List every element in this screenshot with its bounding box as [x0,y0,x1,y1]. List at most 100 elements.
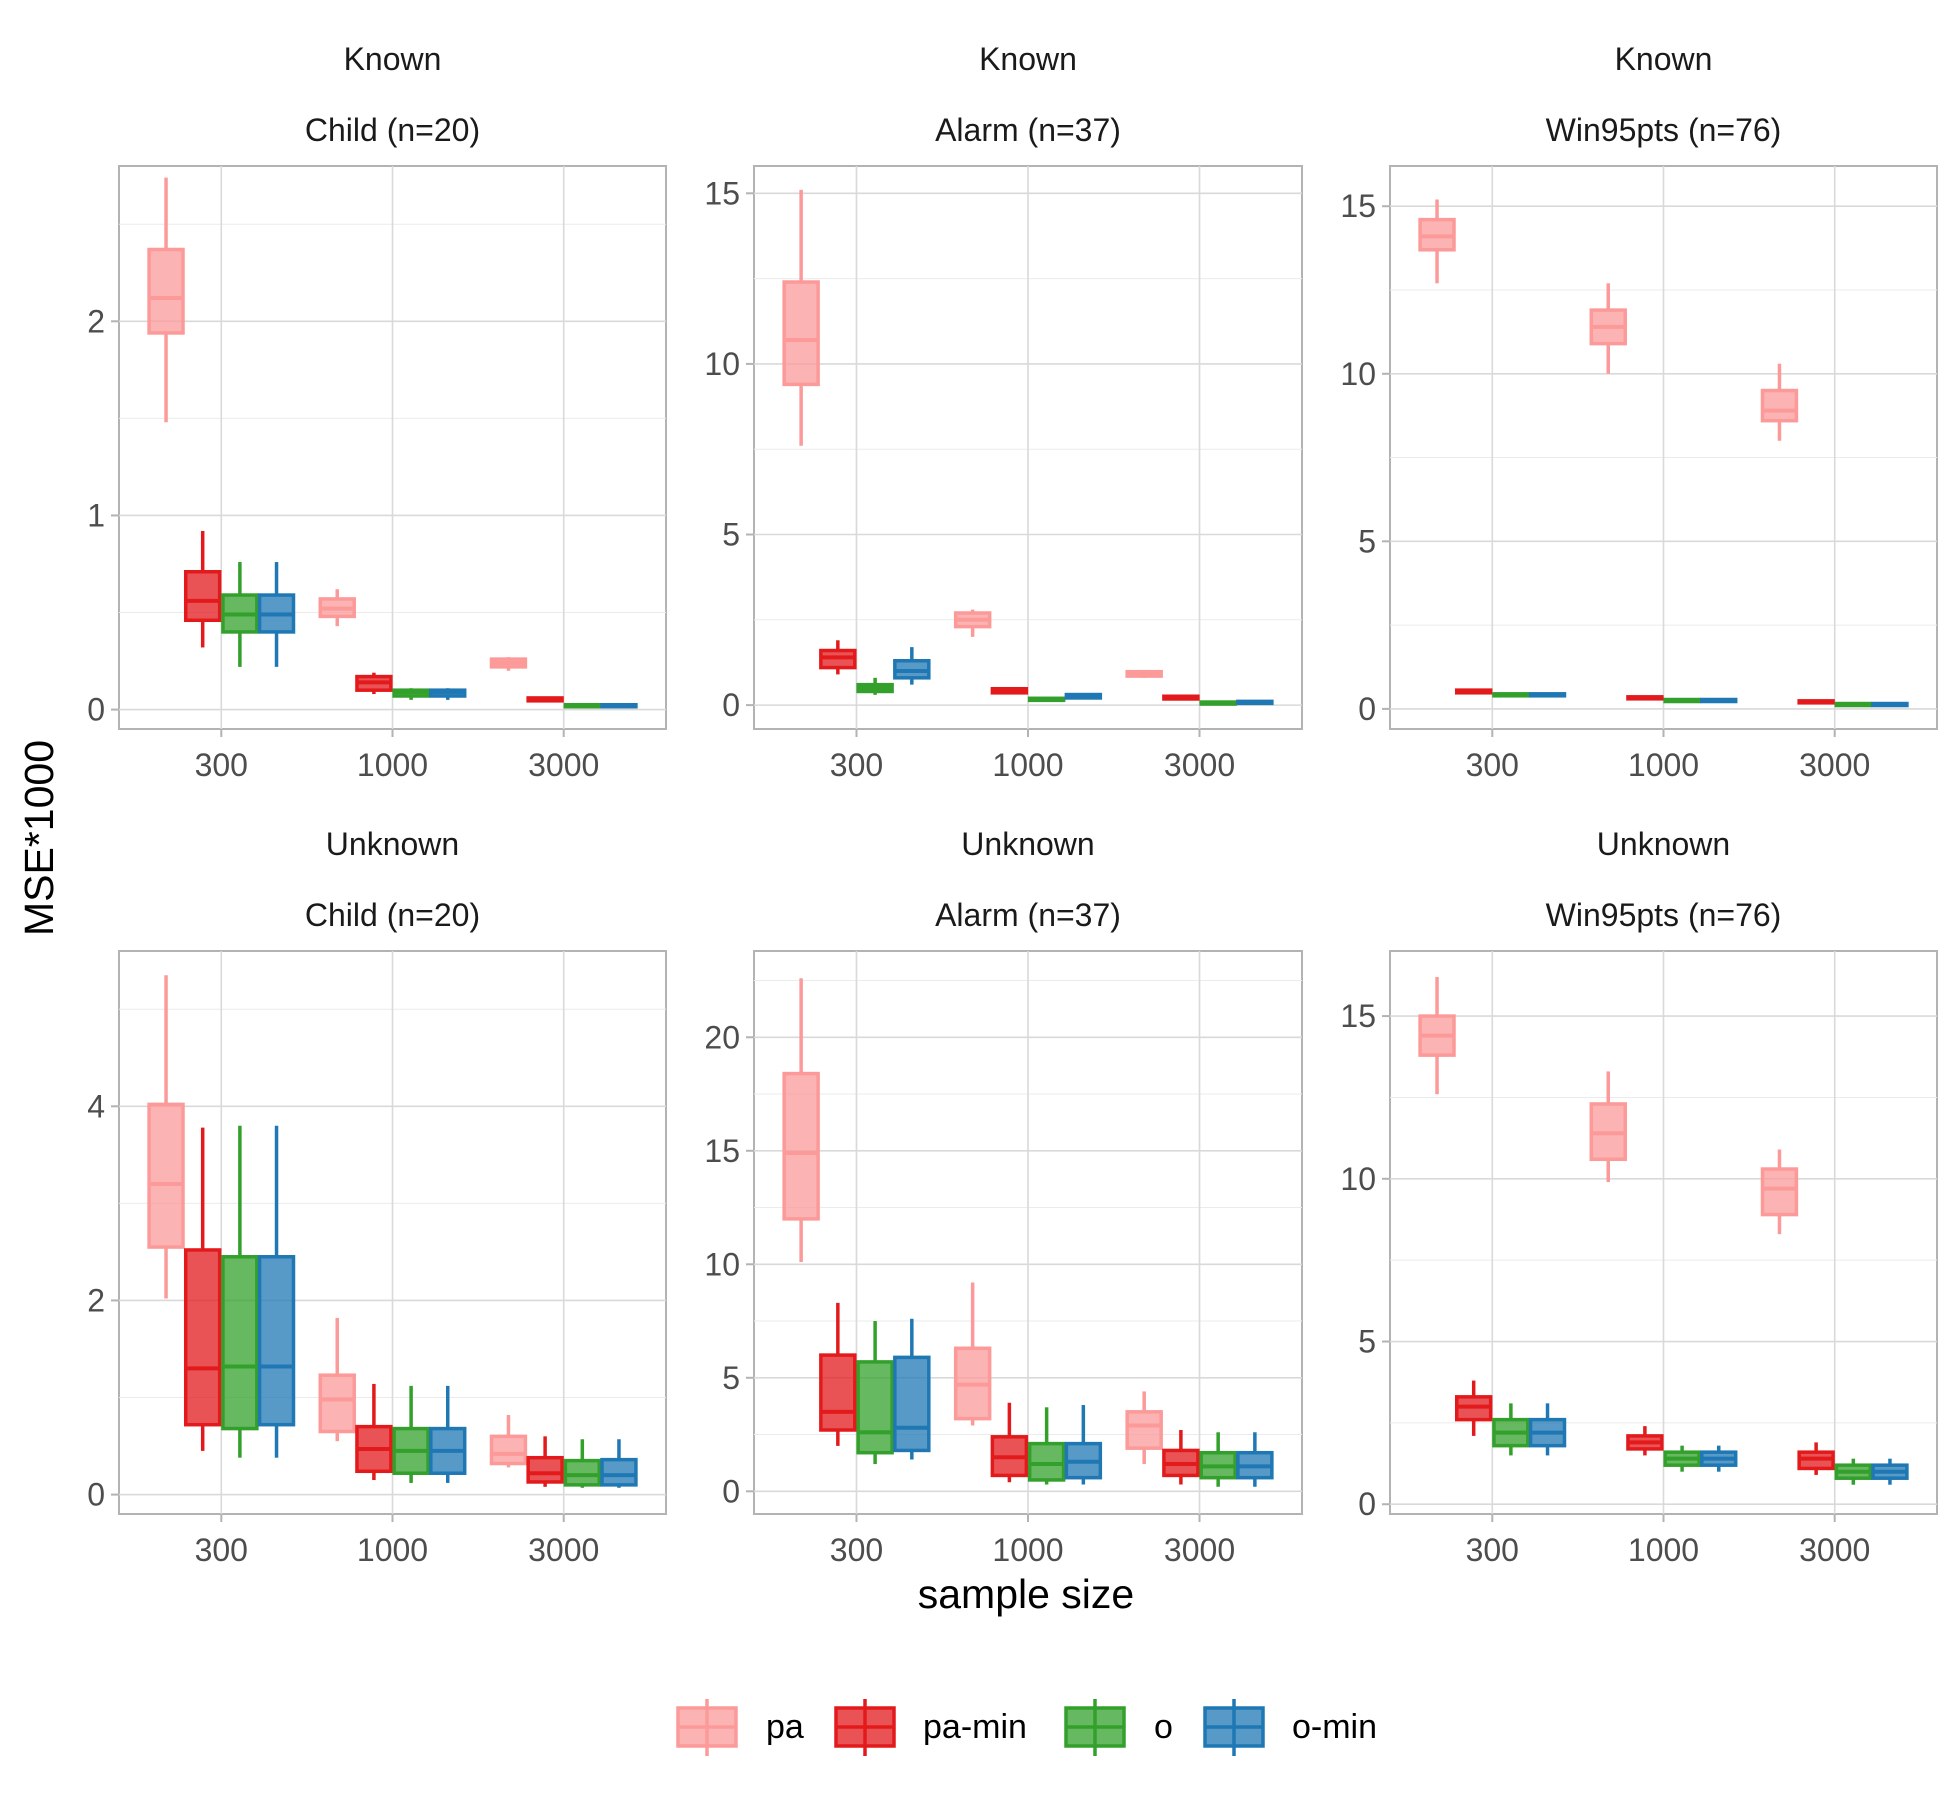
box-o-min-1000 [1700,1445,1738,1472]
y-tick-label: 10 [1340,356,1376,392]
box-o-1000 [1663,1445,1701,1472]
box-o-min-300 [1528,1403,1567,1456]
box-o-1000 [392,1385,430,1483]
box-pa-min-300 [183,1127,222,1451]
panel-3: Known Win95pts (n=76) 0 5 10 15 300 1000 3000 [1340,41,1938,783]
x-tick-label: 300 [195,1532,248,1568]
box-pa-3000 [489,1414,528,1468]
panel-1: Known Child (n=20) 0 1 2 300 1000 3000 [87,41,667,783]
box-body [526,1455,564,1484]
legend-item-pa: pa [676,1699,804,1756]
box-o-3000 [563,1439,602,1488]
box-pa-min-3000 [526,696,564,703]
x-tick-label: 1000 [992,1532,1063,1568]
y-tick-label: 0 [722,687,740,723]
box-pa-300 [147,177,185,423]
y-tick-label: 2 [87,303,105,339]
x-tick-label: 1000 [992,747,1063,783]
x-tick-label: 300 [1466,1532,1519,1568]
box-body [782,280,820,387]
box-pa-min-300 [183,530,222,648]
panel-2: Known Alarm (n=37) 0 5 10 15 300 1000 3000 [704,41,1303,783]
box-pa-1000 [318,1317,356,1442]
box-body [147,1102,185,1249]
panel-row-label: Unknown [326,826,459,862]
box-body [782,1071,820,1221]
box-o-300 [1492,1403,1530,1456]
box-pa-min-1000 [355,672,393,695]
box-pa-300 [782,189,820,446]
legend-label: o [1154,1708,1173,1746]
y-tick-label: 5 [1358,523,1376,559]
panel-4: Unknown Child (n=20) 0 2 4 300 1000 3000 [87,826,667,1568]
box-pa-300 [1418,977,1456,1095]
box-o-1000 [392,688,430,700]
box-pa-min-1000 [1626,695,1664,701]
box-pa-min-1000 [990,686,1029,695]
box-pa-min-1000 [1626,1426,1664,1456]
box-o-min-1000 [1064,1405,1103,1485]
panel-title: Child (n=20) [305,112,480,148]
box-o-300 [221,562,259,667]
x-tick-label: 1000 [357,1532,428,1568]
box-o-min-3000 [1236,1432,1274,1487]
box-pa-min-300 [1454,688,1493,695]
box-o-1000 [1027,1407,1066,1485]
box-body [1125,1410,1163,1450]
y-tick-label: 2 [87,1282,105,1318]
box-o-3000 [1199,1432,1237,1487]
x-axis-title: sample size [918,1571,1134,1617]
legend-item-o: o [1064,1699,1173,1756]
box-o-1000 [1027,696,1066,703]
y-tick-label: 15 [704,1133,740,1169]
box-pa-3000 [489,657,528,671]
box-o-min-300 [257,1125,296,1458]
y-tick-label: 15 [1340,998,1376,1034]
x-tick-label: 3000 [1799,747,1870,783]
panel-title: Child (n=20) [305,897,480,933]
y-tick-label: 0 [87,692,105,728]
box-body [257,1255,296,1427]
panel-title: Alarm (n=37) [935,897,1121,933]
box-pa-1000 [318,589,356,627]
legend-item-o-min: o-min [1203,1699,1377,1756]
box-o-min-1000 [1700,697,1738,704]
box-o-min-3000 [1871,1458,1909,1485]
box-o-min-300 [257,562,296,667]
box-o-min-300 [893,1318,931,1460]
panel-6: Unknown Win95pts (n=76) 0 5 10 15 300 1000 3000 [1340,826,1938,1568]
y-tick-label: 5 [1358,1324,1376,1360]
box-body [1760,1167,1799,1217]
x-tick-label: 3000 [1164,747,1235,783]
y-tick-label: 1 [87,497,105,533]
box-body [221,1255,259,1431]
panel-5: Unknown Alarm (n=37) 0 5 10 15 20 300 1000 3000 [704,826,1303,1568]
box-pa-3000 [1125,1391,1163,1465]
box-body [563,1458,602,1487]
y-tick-label: 5 [722,517,740,553]
box-o-300 [856,677,894,695]
y-tick-label: 0 [1358,691,1376,727]
y-axis-title: MSE*1000 [16,740,62,936]
y-tick-label: 10 [704,1246,740,1282]
box-o-1000 [1663,697,1701,704]
y-tick-label: 15 [1340,188,1376,224]
x-tick-label: 1000 [1628,1532,1699,1568]
box-o-min-3000 [1871,701,1909,708]
y-tick-label: 0 [1358,1486,1376,1522]
box-o-min-3000 [600,702,638,709]
box-o-300 [1492,692,1530,698]
panel-title: Win95pts (n=76) [1546,897,1782,933]
box-pa-1000 [953,1282,992,1426]
panel-row-label: Known [979,41,1077,77]
legend-label: pa [766,1708,804,1746]
x-tick-label: 3000 [1799,1532,1870,1568]
box-pa-min-3000 [1162,694,1200,701]
box-o-min-3000 [600,1439,638,1488]
legend: pa pa-min o o-min [676,1699,1377,1756]
y-tick-label: 15 [704,175,740,211]
box-o-3000 [1199,700,1237,706]
box-o-min-3000 [1236,699,1274,706]
x-tick-label: 300 [830,1532,883,1568]
